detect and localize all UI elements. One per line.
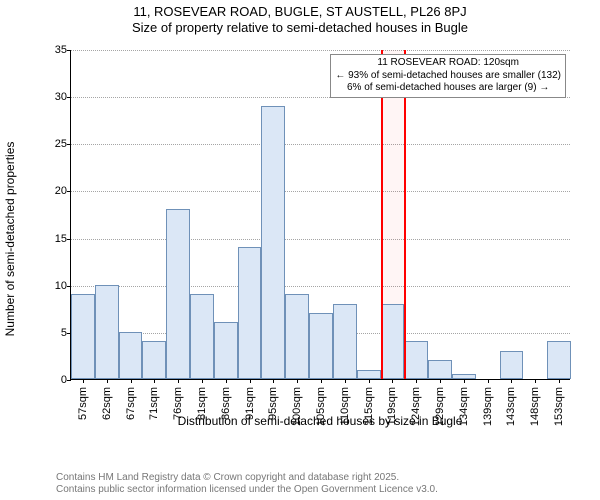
xtick-mark <box>250 379 251 383</box>
ytick-mark <box>67 191 71 192</box>
highlight-line <box>404 50 406 379</box>
annotation-line: 6% of semi-detached houses are larger (9… <box>335 82 561 95</box>
xtick-mark <box>535 379 536 383</box>
bar <box>119 332 143 379</box>
xtick-mark <box>416 379 417 383</box>
footer-attribution: Contains HM Land Registry data © Crown c… <box>56 472 438 496</box>
title-block: 11, ROSEVEAR ROAD, BUGLE, ST AUSTELL, PL… <box>0 0 600 37</box>
ytick-mark <box>67 144 71 145</box>
title-line-1: 11, ROSEVEAR ROAD, BUGLE, ST AUSTELL, PL… <box>0 4 600 20</box>
bar <box>381 304 405 379</box>
ytick-label: 20 <box>43 185 67 197</box>
xtick-mark <box>202 379 203 383</box>
bar <box>238 247 262 379</box>
ytick-mark <box>67 97 71 98</box>
plot-area: 0510152025303557sqm62sqm67sqm71sqm76sqm8… <box>70 50 570 380</box>
y-axis-label: Number of semi-detached properties <box>3 142 17 337</box>
ytick-mark <box>67 286 71 287</box>
bar <box>214 322 238 379</box>
xtick-mark <box>488 379 489 383</box>
bar <box>428 360 452 379</box>
bar <box>333 304 357 379</box>
xtick-mark <box>440 379 441 383</box>
annotation-line: ← 93% of semi-detached houses are smalle… <box>335 70 561 83</box>
bar <box>285 294 309 379</box>
ytick-label: 25 <box>43 138 67 150</box>
ytick-label: 35 <box>43 44 67 56</box>
ytick-label: 5 <box>43 327 67 339</box>
xtick-mark <box>464 379 465 383</box>
gridline <box>71 191 570 192</box>
bar <box>261 106 285 379</box>
footer-line-1: Contains HM Land Registry data © Crown c… <box>56 472 438 484</box>
xtick-mark <box>369 379 370 383</box>
gridline <box>71 50 570 51</box>
chart-container: 11, ROSEVEAR ROAD, BUGLE, ST AUSTELL, PL… <box>0 0 600 500</box>
bar <box>500 351 524 379</box>
xtick-mark <box>345 379 346 383</box>
ytick-label: 15 <box>43 233 67 245</box>
xtick-mark <box>226 379 227 383</box>
xtick-mark <box>107 379 108 383</box>
ytick-mark <box>67 239 71 240</box>
title-line-2: Size of property relative to semi-detach… <box>0 20 600 36</box>
bar <box>547 341 571 379</box>
ytick-label: 10 <box>43 280 67 292</box>
ytick-mark <box>67 380 71 381</box>
xtick-mark <box>178 379 179 383</box>
bar <box>71 294 95 379</box>
xtick-mark <box>154 379 155 383</box>
x-axis-label: Distribution of semi-detached houses by … <box>70 414 570 428</box>
footer-line-2: Contains public sector information licen… <box>56 484 438 496</box>
bar <box>142 341 166 379</box>
highlight-line <box>381 50 383 379</box>
bar <box>357 370 381 379</box>
xtick-mark <box>321 379 322 383</box>
xtick-mark <box>297 379 298 383</box>
xtick-mark <box>273 379 274 383</box>
bar <box>95 285 119 379</box>
gridline <box>71 239 570 240</box>
bar <box>190 294 214 379</box>
gridline <box>71 144 570 145</box>
xtick-mark <box>559 379 560 383</box>
xtick-mark <box>83 379 84 383</box>
gridline <box>71 286 570 287</box>
annotation-box: 11 ROSEVEAR ROAD: 120sqm← 93% of semi-de… <box>330 54 566 98</box>
ytick-mark <box>67 50 71 51</box>
chart-wrap: Number of semi-detached properties 05101… <box>42 44 582 434</box>
ytick-label: 30 <box>43 91 67 103</box>
ytick-label: 0 <box>43 374 67 386</box>
xtick-mark <box>511 379 512 383</box>
xtick-mark <box>392 379 393 383</box>
bar <box>404 341 428 379</box>
annotation-line: 11 ROSEVEAR ROAD: 120sqm <box>335 57 561 70</box>
bar <box>166 209 190 379</box>
xtick-mark <box>131 379 132 383</box>
bar <box>309 313 333 379</box>
